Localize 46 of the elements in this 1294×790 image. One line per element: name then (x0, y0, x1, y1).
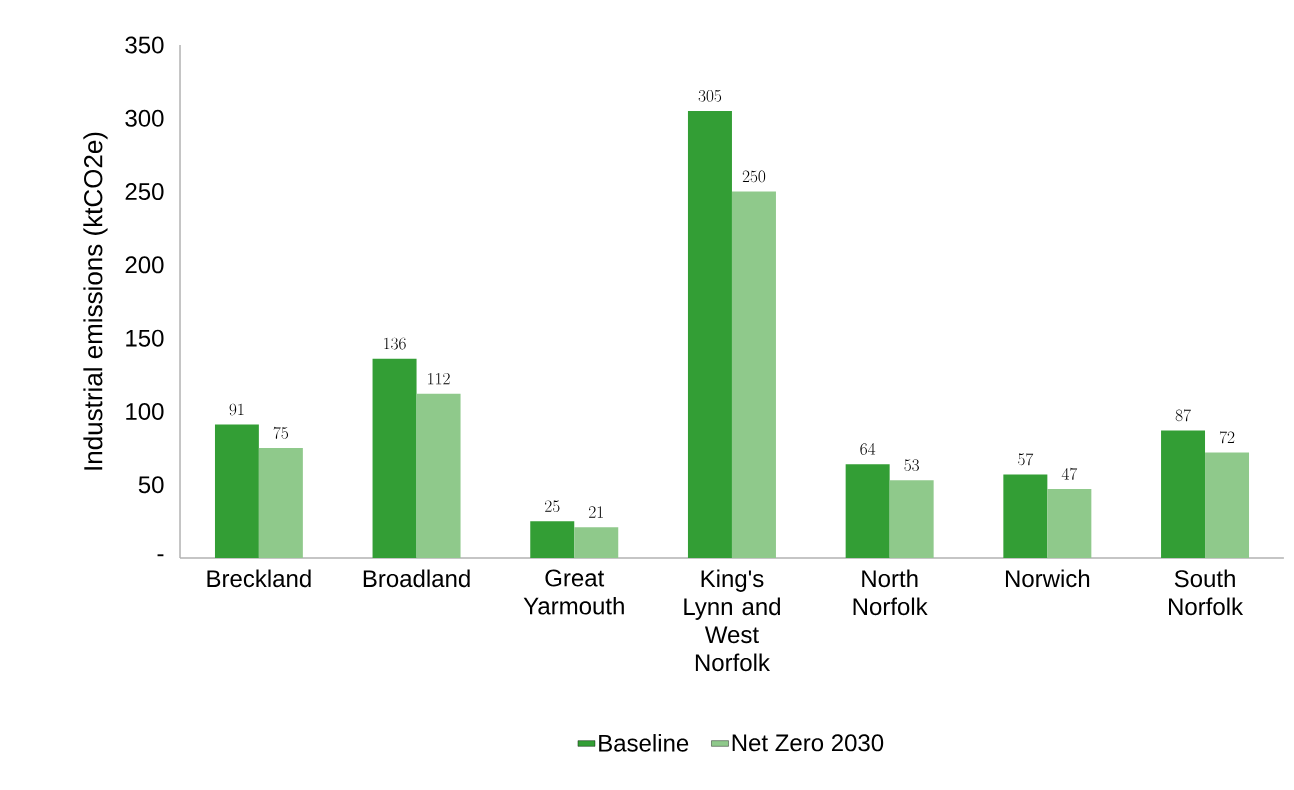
data-label: 25 (545, 500, 560, 513)
data-label: 87 (1175, 409, 1191, 422)
x-tick-label: King's Lynn and West Norfolk (684, 569, 780, 672)
data-label: 21 (589, 506, 603, 518)
x-tick-label: North Norfolk (853, 569, 928, 616)
y-tick-label: - (157, 554, 164, 557)
y-tick-label: 200 (125, 256, 164, 274)
y-tick-label: 150 (126, 329, 164, 347)
y-tick-label: 300 (125, 109, 164, 127)
bar (889, 480, 934, 558)
data-label: 305 (698, 90, 722, 102)
data-label: 64 (860, 443, 876, 455)
bar (1003, 474, 1048, 558)
bar (214, 424, 259, 558)
data-label: 91 (229, 403, 244, 416)
data-label: 75 (273, 426, 289, 439)
bar (258, 448, 303, 558)
data-label: 112 (428, 372, 450, 385)
bar (416, 393, 461, 558)
x-tick-label: Norwich (1005, 569, 1090, 588)
bar (845, 464, 890, 558)
data-label: 250 (742, 170, 766, 183)
data-label: 53 (904, 459, 919, 472)
y-tick-label: 50 (138, 476, 164, 494)
y-tick-label: 100 (126, 402, 164, 420)
data-label: 136 (384, 337, 406, 350)
bar (1205, 452, 1250, 558)
bar (530, 521, 575, 558)
legend-label: Net Zero 2030 (732, 734, 884, 752)
bar (372, 358, 417, 558)
y-tick-label: 350 (125, 36, 164, 54)
x-tick-label: Broadland (363, 569, 470, 588)
data-label: 57 (1018, 453, 1034, 466)
y-tick-label: 250 (125, 183, 164, 201)
data-label: 72 (1219, 431, 1235, 444)
x-tick-label: Great Yarmouth (523, 569, 624, 615)
x-tick-label: South Norfolk (1169, 569, 1244, 616)
bar (1047, 489, 1092, 558)
bar (687, 110, 732, 558)
bar (731, 191, 776, 558)
bar (574, 527, 619, 558)
legend-label: Baseline (599, 734, 689, 752)
data-label: 47 (1061, 467, 1078, 480)
y-axis-title: Industrial emissions (ktCO2e) (83, 132, 108, 470)
x-tick-label: Breckland (207, 569, 311, 588)
bar (1161, 430, 1206, 558)
